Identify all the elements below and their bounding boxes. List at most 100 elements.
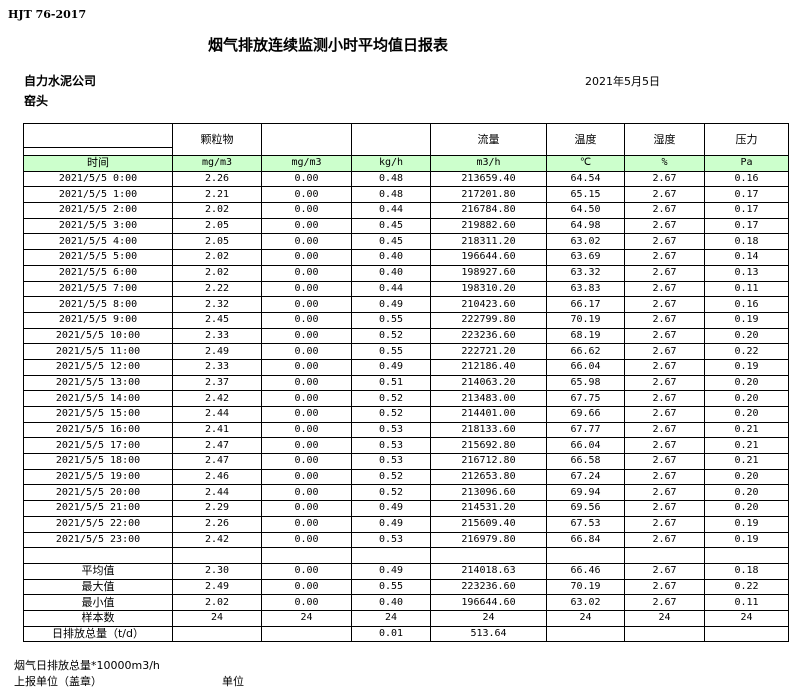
table-row: 2021/5/5 1:00 2.21 0.00 0.48 217201.80 65.15 2…	[23, 186, 789, 204]
blank-row-label	[23, 547, 173, 564]
table-row-cell: 216712.80	[430, 453, 547, 470]
table-row: 2021/5/5 7:00 2.22 0.00 0.44 198310.20 63.83 2…	[23, 280, 789, 298]
table-row-cell: 63.32	[546, 264, 625, 282]
blank-row-cell	[172, 547, 262, 564]
summary-row-cell: 2.67	[624, 578, 705, 596]
table-row-cell: 0.17	[704, 202, 789, 219]
table-row: 2021/5/5 20:00 2.44 0.00 0.52 213096.60 69.94…	[23, 484, 789, 502]
table-row-cell: 222721.20	[430, 343, 547, 360]
units-row-label: 时间	[23, 155, 173, 172]
table-row-cell: 2.32	[172, 296, 262, 313]
table-row-cell: 2.67	[624, 500, 705, 517]
table-row-cell: 215692.80	[430, 437, 547, 455]
table-row-cell: 2.67	[624, 202, 705, 219]
table-row-cell: 0.21	[704, 453, 789, 470]
table-row-cell: 0.00	[261, 327, 352, 345]
table-row-cell: 0.55	[351, 343, 431, 360]
table-row-cell: 0.55	[351, 311, 431, 329]
table-row-cell: 0.00	[261, 280, 352, 298]
summary-row-cell	[172, 625, 262, 643]
table-row-cell: 0.17	[704, 217, 789, 235]
table-row-cell: 0.20	[704, 468, 789, 486]
table-row-cell: 2.26	[172, 170, 262, 188]
table-row-label: 2021/5/5 8:00	[23, 296, 173, 313]
header-row-cell: 颗粒物	[172, 123, 262, 156]
header-row-cell	[261, 123, 352, 156]
table-row-cell: 0.20	[704, 406, 789, 423]
units-row-cell: ℃	[546, 155, 625, 172]
table-row-cell: 216979.80	[430, 531, 547, 549]
table-row: 2021/5/5 12:00 2.33 0.00 0.49 212186.40 66.04…	[23, 358, 789, 376]
table-row-cell: 63.83	[546, 280, 625, 298]
table-row-cell: 2.67	[624, 453, 705, 470]
table-row-cell: 0.20	[704, 390, 789, 407]
table-row-cell: 198927.60	[430, 264, 547, 282]
units-row-cell: %	[624, 155, 705, 172]
units-row-cell: mg/m3	[172, 155, 262, 172]
table-row-cell: 0.19	[704, 358, 789, 376]
summary-row-cell: 0.18	[704, 562, 789, 580]
table-row-cell: 2.67	[624, 170, 705, 188]
footer-reporter: 上报单位（盖章）	[14, 675, 102, 688]
summary-row-cell: 513.64	[430, 625, 547, 643]
table-row-cell: 212653.80	[430, 468, 547, 486]
table-row-cell: 2.67	[624, 343, 705, 360]
table-row-cell: 2.21	[172, 186, 262, 204]
table-row-cell: 0.00	[261, 296, 352, 313]
table-row-cell: 0.45	[351, 233, 431, 251]
table-row-cell: 217201.80	[430, 186, 547, 204]
table-row-cell: 66.04	[546, 358, 625, 376]
table-row-cell: 67.53	[546, 515, 625, 533]
summary-row-cell: 2.67	[624, 594, 705, 611]
table-row-cell: 0.00	[261, 170, 352, 188]
summary-row-cell: 24	[430, 609, 547, 627]
table-row-cell: 2.22	[172, 280, 262, 298]
summary-row-cell: 70.19	[546, 578, 625, 596]
table-row: 2021/5/5 15:00 2.44 0.00 0.52 214401.00 69.66…	[23, 406, 789, 423]
table-row-cell: 0.00	[261, 453, 352, 470]
table-row-cell: 2.44	[172, 484, 262, 502]
blank-row-cell	[624, 547, 705, 564]
table-row-cell: 0.21	[704, 421, 789, 439]
table-row-cell: 2.05	[172, 217, 262, 235]
summary-row-cell: 0.22	[704, 578, 789, 596]
units-row: 时间 mg/m3 mg/m3 kg/h m3/h ℃% Pa	[23, 155, 789, 172]
table-row-cell: 0.00	[261, 358, 352, 376]
table-row-cell: 0.00	[261, 374, 352, 392]
table-row-cell: 0.20	[704, 484, 789, 502]
table-row-cell: 64.98	[546, 217, 625, 235]
table-row-cell: 0.49	[351, 500, 431, 517]
summary-row: 最小值 2.02 0.00 0.40 196644.60 63.02 2.67 0.11	[23, 594, 789, 611]
table-row-label: 2021/5/5 6:00	[23, 264, 173, 282]
table-row-cell: 2.37	[172, 374, 262, 392]
header-row-cell: 温度	[546, 123, 625, 156]
table-row-cell: 0.00	[261, 531, 352, 549]
table-row: 2021/5/5 14:00 2.42 0.00 0.52 213483.00 67.75…	[23, 390, 789, 407]
table-row-cell: 0.52	[351, 327, 431, 345]
table-row-cell: 214063.20	[430, 374, 547, 392]
summary-row-cell: 0.55	[351, 578, 431, 596]
summary-row: 样本数 24 24 24 24 24 24 24	[23, 609, 789, 627]
table-row-cell: 0.40	[351, 249, 431, 266]
table-row-cell: 2.02	[172, 264, 262, 282]
table-row-cell: 0.44	[351, 280, 431, 298]
table-row-cell: 2.67	[624, 406, 705, 423]
table-row-cell: 218133.60	[430, 421, 547, 439]
summary-row-cell: 63.02	[546, 594, 625, 611]
table-row-cell: 2.67	[624, 358, 705, 376]
table-row-cell: 0.00	[261, 421, 352, 439]
table-row: 2021/5/5 10:00 2.33 0.00 0.52 223236.60 68.19…	[23, 327, 789, 345]
table-row-cell: 2.67	[624, 515, 705, 533]
units-row-cell: m3/h	[430, 155, 547, 172]
table-row-cell: 67.75	[546, 390, 625, 407]
table-row-cell: 2.45	[172, 311, 262, 329]
table-row-cell: 2.02	[172, 202, 262, 219]
table-row-cell: 0.00	[261, 390, 352, 407]
table-row-cell: 2.49	[172, 343, 262, 360]
table-row-label: 2021/5/5 11:00	[23, 343, 173, 360]
table-row-cell: 0.49	[351, 515, 431, 533]
table-row-label: 2021/5/5 12:00	[23, 358, 173, 376]
summary-row-cell: 0.00	[261, 578, 352, 596]
table-row: 2021/5/5 3:00 2.05 0.00 0.45 219882.60 64.98 2…	[23, 217, 789, 235]
site-name: 窑头	[24, 94, 49, 108]
